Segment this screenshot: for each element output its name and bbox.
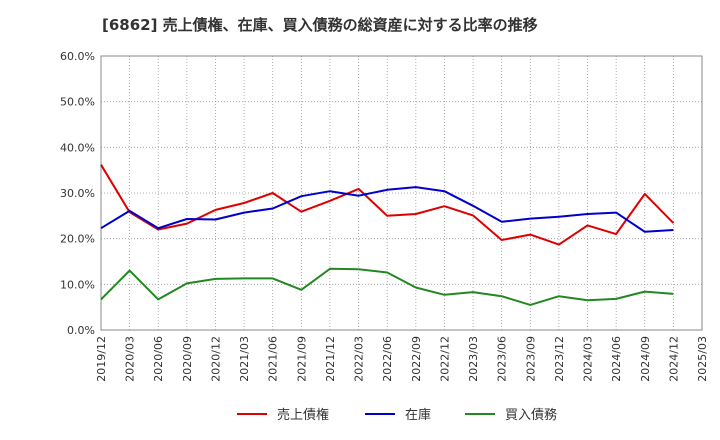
- x-tick-label: 2021/12: [324, 336, 337, 382]
- legend-item[interactable]: 在庫: [365, 408, 431, 423]
- y-tick-label: 20.0%: [60, 233, 95, 246]
- y-tick-label: 30.0%: [60, 187, 95, 200]
- x-axis: 2019/12 2020/03 2020/06 2020/09 2020/12 2021/…: [95, 336, 709, 382]
- y-tick-label: 10.0%: [60, 278, 95, 291]
- x-tick-label: 2022/03: [353, 336, 366, 382]
- x-tick-label: 2024/06: [610, 336, 623, 382]
- x-tick-label: 2021/06: [267, 336, 280, 382]
- legend-label: 買入債務: [505, 408, 557, 423]
- legend-label: 在庫: [405, 408, 431, 423]
- x-tick-label: 2023/09: [524, 336, 537, 382]
- x-tick-label: 2024/12: [667, 336, 680, 382]
- x-tick-label: 2022/12: [438, 336, 451, 382]
- x-tick-label: 2021/03: [238, 336, 251, 382]
- x-tick-label: 2024/03: [582, 336, 595, 382]
- plot-area: [100, 55, 703, 331]
- legend[interactable]: 売上債権 在庫 買入債務: [237, 407, 557, 423]
- x-tick-label: 2020/12: [209, 336, 222, 382]
- x-tick-label: 2023/12: [553, 336, 566, 382]
- y-tick-label: 60.0%: [60, 50, 95, 63]
- x-tick-label: 2020/06: [152, 336, 165, 382]
- x-tick-label: 2023/06: [496, 336, 509, 382]
- x-tick-label: 2019/12: [95, 336, 108, 382]
- y-tick-label: 50.0%: [60, 96, 95, 109]
- x-tick-label: 2025/03: [696, 336, 709, 382]
- series-line-在庫: [100, 186, 674, 233]
- series-group: [100, 164, 675, 306]
- legend-item[interactable]: 買入債務: [465, 408, 557, 423]
- legend-label: 売上債権: [277, 407, 329, 423]
- y-axis: 0.0% 10.0% 20.0% 30.0% 40.0% 50.0% 60.0%: [60, 50, 95, 337]
- x-tick-label: 2021/09: [295, 336, 308, 382]
- x-tick-label: 2024/09: [639, 336, 652, 382]
- x-tick-label: 2022/06: [381, 336, 394, 382]
- x-tick-label: 2023/03: [467, 336, 480, 382]
- x-tick-label: 2020/09: [181, 336, 194, 382]
- y-tick-label: 40.0%: [60, 141, 95, 154]
- series-line-買入債務: [100, 267, 674, 306]
- x-tick-label: 2020/03: [124, 336, 137, 382]
- x-tick-label: 2022/09: [410, 336, 423, 382]
- grid: [100, 55, 703, 331]
- legend-item[interactable]: 売上債権: [237, 407, 329, 423]
- chart-title: [6862] 売上債権、在庫、買入債務の総資産に対する比率の推移: [102, 16, 538, 34]
- y-tick-label: 0.0%: [67, 324, 95, 337]
